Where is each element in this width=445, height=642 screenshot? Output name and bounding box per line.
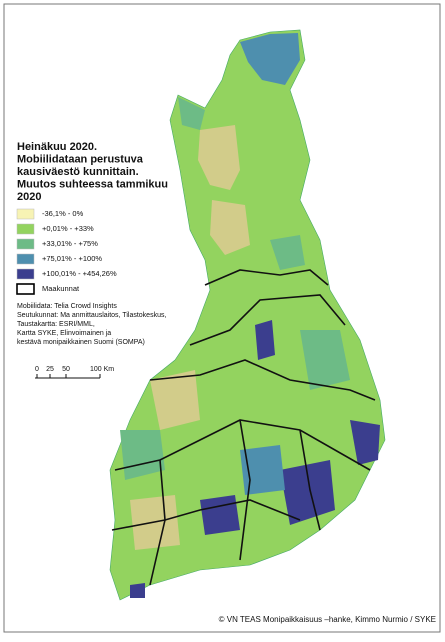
title-line: kausiväestö kunnittain. <box>17 166 139 178</box>
scale-bar: 0 25 50 100 Km <box>35 366 114 379</box>
legend-label: +33,01% - +75% <box>42 239 98 248</box>
title-line: Muutos suhteessa tammikuu <box>17 178 168 190</box>
title-line: Heinäkuu 2020. <box>17 141 97 153</box>
source-line: kestävä monipaikkainen Suomi (SOMPA) <box>17 339 145 346</box>
region <box>240 33 300 85</box>
legend-label: +75,01% - +100% <box>42 254 102 263</box>
scale-label: 25 <box>46 366 54 373</box>
region <box>270 235 305 270</box>
title-line: 2020 <box>17 191 41 203</box>
title-line: Mobiilidataan perustuva <box>17 153 144 165</box>
region <box>198 125 240 190</box>
source-line: Seutukunnat: Ma anmittauslaitos, Tilasto… <box>17 312 166 319</box>
legend-label: +0,01% - +33% <box>42 224 94 233</box>
legend-swatch <box>16 238 35 250</box>
source-line: Taustakartta: ESRI/MML, <box>17 321 95 328</box>
region <box>255 320 275 360</box>
region <box>178 97 205 130</box>
region <box>300 330 350 390</box>
legend-swatch <box>16 283 35 295</box>
legend-label: Maakunnat <box>42 284 80 293</box>
region <box>120 430 165 480</box>
legend-label: -36,1% - 0% <box>42 209 84 218</box>
legend-swatch <box>16 268 35 280</box>
source-line: Kartta SYKE, Elinvoimainen ja <box>17 330 111 337</box>
scale-label: 0 <box>35 366 39 373</box>
sources: Mobiilidata: Telia Crowd Insights Seutuku… <box>17 303 166 346</box>
region <box>280 460 335 525</box>
legend-swatch <box>16 208 35 220</box>
region <box>240 445 285 495</box>
legend-swatch <box>16 253 35 265</box>
region <box>150 370 200 430</box>
region <box>200 495 240 535</box>
scale-label: 100 Km <box>90 366 114 373</box>
legend-label: +100,01% - +454,26% <box>42 269 117 278</box>
credit: © VN TEAS Monipaikkaisuus –hanke, Kimmo … <box>219 615 436 624</box>
legend: -36,1% - 0% +0,01% - +33% +33,01% - +75% +7… <box>16 208 117 295</box>
region <box>350 420 380 465</box>
region <box>210 200 250 255</box>
scale-label: 50 <box>62 366 70 373</box>
source-line: Mobiilidata: Telia Crowd Insights <box>17 303 117 310</box>
region <box>130 583 145 598</box>
finland-map <box>109 29 386 601</box>
maakunnat-borders <box>111 269 376 586</box>
title: Heinäkuu 2020.Mobiilidataan perustuvakau… <box>17 141 168 203</box>
legend-swatch <box>16 223 35 235</box>
